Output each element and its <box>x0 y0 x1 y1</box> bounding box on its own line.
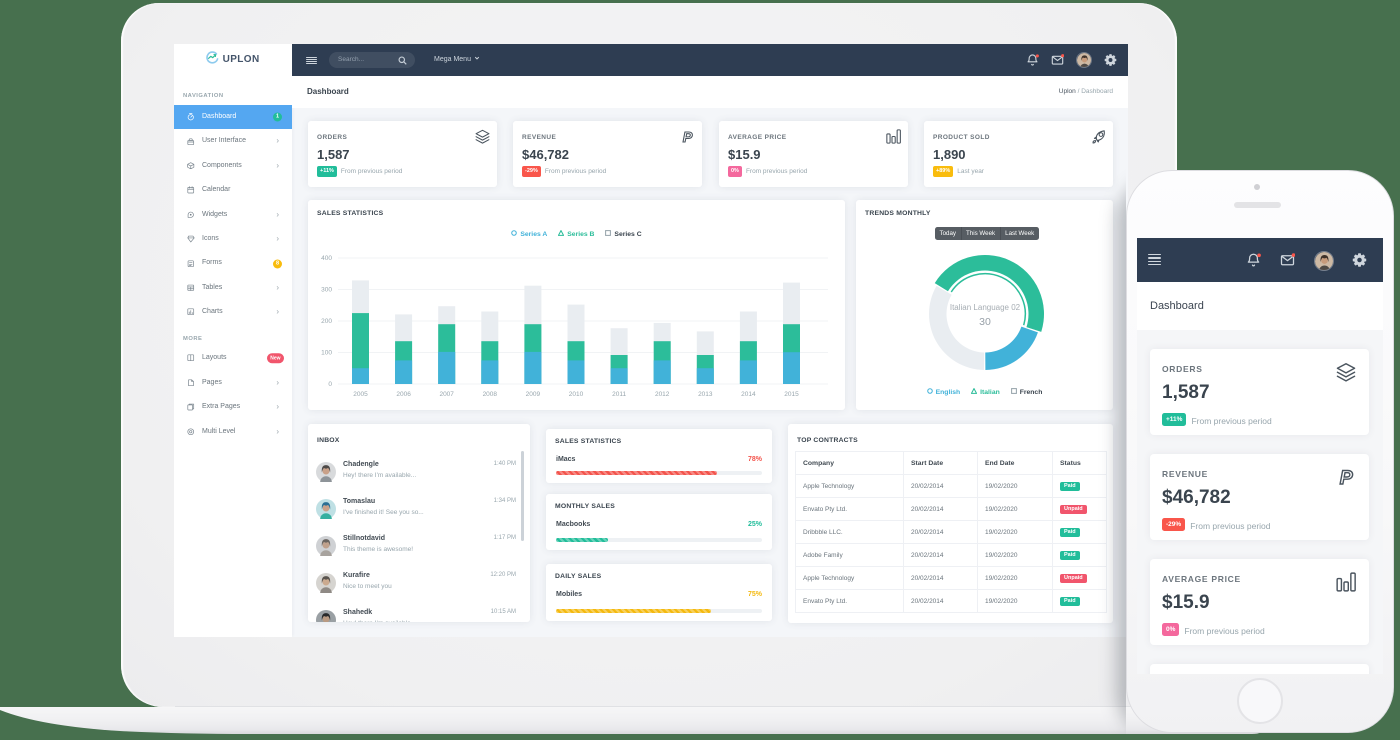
svg-text:200: 200 <box>321 318 332 325</box>
svg-text:2014: 2014 <box>741 391 756 398</box>
svg-text:P: P <box>683 130 693 144</box>
svg-text:P: P <box>1340 468 1353 487</box>
svg-text:2011: 2011 <box>612 391 626 398</box>
svg-text:2008: 2008 <box>483 391 498 398</box>
svg-text:2015: 2015 <box>784 391 799 398</box>
svg-text:2007: 2007 <box>439 391 454 398</box>
svg-text:2013: 2013 <box>698 391 713 398</box>
svg-text:2010: 2010 <box>569 391 584 398</box>
svg-text:Italian Language 02: Italian Language 02 <box>950 303 1021 312</box>
svg-text:2012: 2012 <box>655 391 670 398</box>
svg-text:2009: 2009 <box>526 391 541 398</box>
svg-text:2006: 2006 <box>396 391 411 398</box>
svg-text:30: 30 <box>979 316 991 328</box>
svg-text:0: 0 <box>328 381 332 388</box>
svg-text:300: 300 <box>321 287 332 294</box>
svg-text:400: 400 <box>321 255 332 262</box>
svg-text:100: 100 <box>321 350 332 357</box>
svg-text:2005: 2005 <box>353 391 368 398</box>
